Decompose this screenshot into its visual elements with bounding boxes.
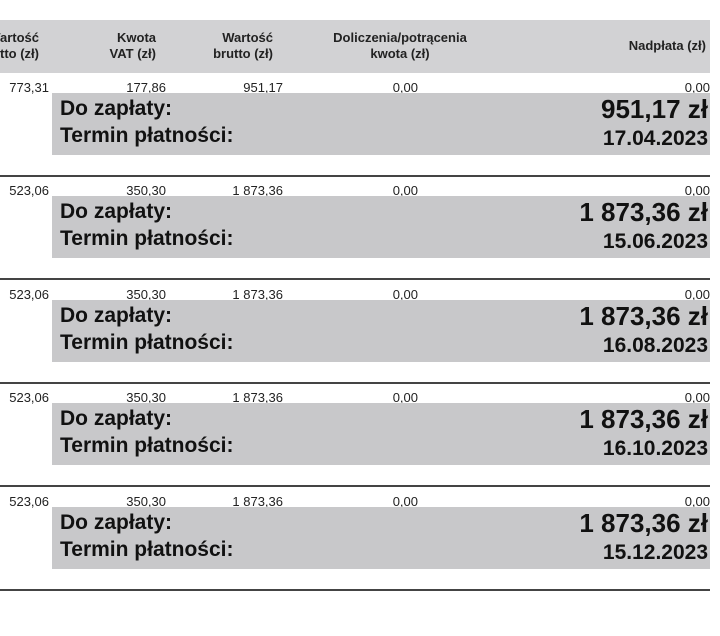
brutto-value: 951,17 xyxy=(243,80,283,95)
header-netto-line1: Wartość xyxy=(0,30,39,45)
header-adjustments-line2: kwota (zł) xyxy=(370,46,430,61)
header-netto-line2: tto (zł) xyxy=(0,46,39,61)
vat-value: 350,30 xyxy=(126,183,166,198)
amount-due-label: Do zapłaty: xyxy=(60,511,173,534)
header-overpayment: Nadpłata (zł) xyxy=(628,38,706,53)
payment-summary: Do zapłaty: Termin płatności: 1 873,36 z… xyxy=(52,507,710,569)
brutto-value: 1 873,36 xyxy=(232,287,283,302)
row-divider xyxy=(0,175,710,177)
due-date-label: Termin płatności: xyxy=(60,331,234,354)
due-date-value: 15.12.2023 xyxy=(602,541,708,564)
due-date-value: 15.06.2023 xyxy=(602,230,708,253)
due-date-value: 16.10.2023 xyxy=(602,437,708,460)
netto-value: 523,06 xyxy=(9,390,49,405)
row-divider xyxy=(0,589,710,591)
payment-block: 773,31 177,86 951,17 0,00 0,00 Do zapłat… xyxy=(0,80,720,184)
netto-value: 773,31 xyxy=(9,80,49,95)
vat-value: 350,30 xyxy=(126,494,166,509)
payment-summary: Do zapłaty: Termin płatności: 1 873,36 z… xyxy=(52,196,710,258)
payment-block: 523,06 350,30 1 873,36 0,00 0,00 Do zapł… xyxy=(0,494,720,598)
netto-value: 523,06 xyxy=(9,287,49,302)
vat-value: 350,30 xyxy=(126,390,166,405)
adjustment-value: 0,00 xyxy=(392,287,418,302)
header-brutto-line2: brutto (zł) xyxy=(213,46,273,61)
vat-value: 350,30 xyxy=(126,287,166,302)
header-vat-line1: Kwota xyxy=(117,30,156,45)
header-vat-line2: VAT (zł) xyxy=(109,46,156,61)
amount-due-value: 1 873,36 zł xyxy=(579,301,708,331)
due-date-value: 17.04.2023 xyxy=(602,127,708,150)
overpayment-value: 0,00 xyxy=(684,390,710,405)
header-brutto: Wartość brutto (zł) xyxy=(213,30,273,62)
due-date-label: Termin płatności: xyxy=(60,227,234,250)
payment-summary: Do zapłaty: Termin płatności: 951,17 zł … xyxy=(52,93,710,155)
amount-due-value: 1 873,36 zł xyxy=(579,404,708,434)
amount-due-label: Do zapłaty: xyxy=(60,407,173,430)
brutto-value: 1 873,36 xyxy=(232,494,283,509)
header-vat: Kwota VAT (zł) xyxy=(110,30,156,62)
overpayment-value: 0,00 xyxy=(684,183,710,198)
header-netto: Wartośćtto (zł) xyxy=(0,30,39,62)
header-brutto-line1: Wartość xyxy=(222,30,273,45)
vat-value: 177,86 xyxy=(126,80,166,95)
amount-due-value: 1 873,36 zł xyxy=(579,197,708,227)
due-date-label: Termin płatności: xyxy=(60,434,234,457)
payment-summary: Do zapłaty: Termin płatności: 1 873,36 z… xyxy=(52,300,710,362)
netto-value: 523,06 xyxy=(9,494,49,509)
header-adjustments-line1: Doliczenia/potrącenia xyxy=(333,30,467,45)
payment-summary: Do zapłaty: Termin płatności: 1 873,36 z… xyxy=(52,403,710,465)
amount-due-label: Do zapłaty: xyxy=(60,304,173,327)
amount-due-label: Do zapłaty: xyxy=(60,200,173,223)
due-date-label: Termin płatności: xyxy=(60,538,234,561)
adjustment-value: 0,00 xyxy=(392,390,418,405)
row-divider xyxy=(0,382,710,384)
brutto-value: 1 873,36 xyxy=(232,390,283,405)
amount-due-label: Do zapłaty: xyxy=(60,97,173,120)
amount-due-value: 951,17 zł xyxy=(601,94,708,124)
payment-block: 523,06 350,30 1 873,36 0,00 0,00 Do zapł… xyxy=(0,183,720,287)
adjustment-value: 0,00 xyxy=(392,183,418,198)
brutto-value: 1 873,36 xyxy=(232,183,283,198)
adjustment-value: 0,00 xyxy=(392,80,418,95)
row-divider xyxy=(0,278,710,280)
overpayment-value: 0,00 xyxy=(684,494,710,509)
overpayment-value: 0,00 xyxy=(684,287,710,302)
payment-block: 523,06 350,30 1 873,36 0,00 0,00 Do zapł… xyxy=(0,287,720,391)
header-adjustments: Doliczenia/potrącenia kwota (zł) xyxy=(300,30,500,62)
netto-value: 523,06 xyxy=(9,183,49,198)
row-divider xyxy=(0,485,710,487)
due-date-label: Termin płatności: xyxy=(60,124,234,147)
adjustment-value: 0,00 xyxy=(392,494,418,509)
amount-due-value: 1 873,36 zł xyxy=(579,508,708,538)
overpayment-value: 0,00 xyxy=(684,80,710,95)
due-date-value: 16.08.2023 xyxy=(602,334,708,357)
payment-block: 523,06 350,30 1 873,36 0,00 0,00 Do zapł… xyxy=(0,390,720,494)
